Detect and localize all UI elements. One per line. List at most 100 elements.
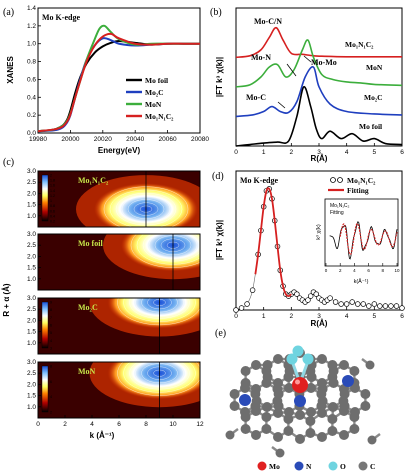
c2-ytick-label: 1.0 — [27, 340, 36, 347]
data-point — [327, 295, 333, 301]
inset-frame — [324, 198, 399, 267]
atom-c — [327, 426, 338, 436]
atom-c — [317, 384, 328, 394]
b-xtick-label: 1 — [262, 149, 266, 156]
series-mo-foil — [235, 86, 403, 147]
c-xtick-label: 2 — [63, 421, 67, 428]
panel-a: (a) Mo K-edge 19980 20000 20020 20040 20060 2… — [3, 5, 209, 155]
a-ytick-label: 0.6 — [27, 76, 36, 83]
colorbar-tick: 2 — [50, 411, 52, 415]
data-point — [393, 303, 400, 309]
c0-ytick-label: 1.5 — [27, 202, 36, 209]
atom-c — [295, 410, 305, 420]
panel-d-label: (d) — [212, 171, 224, 182]
atom-c — [360, 401, 371, 411]
a-ytick-label: 1.2 — [27, 23, 36, 30]
panel-e-label: (e) — [215, 328, 226, 339]
c2-ytick-label: 1.5 — [27, 329, 36, 336]
colorbar-tick: 3 — [50, 347, 52, 351]
inset-xtick-label: 0 — [325, 268, 328, 273]
atom-mo — [292, 377, 308, 393]
legend-mofoil: Mo foil — [145, 76, 168, 85]
data-point — [233, 307, 239, 313]
atom-c — [328, 378, 339, 388]
colorbar-tick: 6 — [50, 324, 52, 328]
c3-ytick-label: 3.0 — [27, 359, 36, 366]
atom-c — [327, 414, 338, 424]
c3-ytick-label: 2.0 — [27, 381, 36, 388]
data-point — [294, 291, 300, 297]
panel-b: (b) 0 1 2 3 4 5 6 R(Å) |FT k³ χ(k)| Mo-C/N Mo-… — [210, 7, 404, 163]
data-point — [305, 297, 311, 303]
atom-c — [229, 389, 240, 399]
b-xtick-label: 4 — [345, 149, 349, 156]
colorbar-tick: 0.2 — [50, 220, 55, 224]
atom-c — [283, 426, 294, 436]
inset-legend-fitting: Fitting — [330, 210, 344, 216]
data-point — [349, 299, 355, 305]
data-point — [332, 299, 339, 305]
inset-series-fitting — [339, 222, 398, 256]
atom-c — [339, 360, 349, 370]
wt-map — [89, 362, 200, 418]
atom-n — [342, 375, 354, 387]
wt-peak — [121, 234, 200, 272]
wt-subplot-mo2c: Mo₂C 1.0 1.5 2.0 2.5 3.0 3 4 5 6 7 8 9 — [27, 295, 201, 355]
atom-c — [283, 414, 294, 424]
colorbar-tick: 0.4 — [50, 214, 55, 218]
atom-c — [273, 408, 283, 418]
c0-ytick-label: 2.0 — [27, 190, 36, 197]
c1-ytick-label: 2.5 — [27, 242, 36, 249]
colorbar-tick: 1.6 — [50, 184, 55, 188]
legend-label-mo: Mo — [269, 462, 280, 471]
a-ytick-label: 1.4 — [27, 5, 36, 12]
wt-subplot-mon: MoN 1.0 1.5 2.0 2.5 3.0 2 4 6 8 0 2 4 6 8 10 12 — [27, 359, 204, 428]
atom-c — [284, 366, 295, 376]
series-label-mofoil: Mo foil — [359, 122, 382, 131]
panel-b-ylabel: |FT k³ χ(k)| — [215, 57, 224, 97]
inset-xtick-label: 4 — [353, 268, 356, 273]
legend-label-o: O — [340, 462, 346, 471]
c2-ytick-label: 2.0 — [27, 317, 36, 324]
molecule-diagram — [225, 345, 381, 458]
wt-map — [103, 234, 200, 290]
data-point — [307, 293, 314, 299]
legend-label-n: N — [306, 462, 312, 471]
c2-ytick-label: 3.0 — [27, 295, 36, 302]
atom-c — [261, 412, 272, 422]
panel-c-ylabel: R + α (Å) — [2, 283, 11, 316]
atom-c — [305, 428, 316, 438]
panel-d-xlabel: R(Å) — [311, 319, 328, 328]
atom-c — [306, 372, 317, 382]
c0-ytick-label: 2.5 — [27, 179, 36, 186]
legend-atom-n — [294, 461, 304, 471]
a-ytick-label: 1.0 — [27, 41, 36, 48]
inset-ticks: 0 2 4 6 8 10 — [325, 263, 400, 273]
colorbar-tick: 1.4 — [50, 189, 55, 193]
b-xtick-label: 3 — [317, 149, 321, 156]
atom-c — [339, 389, 350, 399]
data-point — [313, 291, 319, 297]
colorbar-tick: 6 — [50, 380, 52, 384]
data-point — [249, 287, 256, 293]
panel-d-legend: Mo₁N₁C₂ Fitting — [328, 176, 376, 195]
data-point — [343, 301, 350, 307]
c0-ytick-label: 3.0 — [27, 168, 36, 175]
atom-c — [284, 383, 294, 393]
colorbar-tick: 4 — [50, 339, 52, 343]
inset-xtick-label: 10 — [394, 268, 400, 273]
colorbar — [41, 365, 49, 413]
d-xtick-label: 0 — [234, 313, 238, 320]
d-xtick-label: 6 — [400, 313, 404, 320]
colorbar — [41, 174, 49, 222]
inset-xtick-label: 8 — [382, 268, 385, 273]
c-xtick-label: 10 — [169, 421, 177, 428]
panel-e-legend: Mo N O C — [257, 461, 375, 471]
panel-e: (e) Mo N O C — [215, 328, 381, 471]
panel-a-ylabel: XANES — [6, 56, 15, 84]
c-xtick-label: 8 — [144, 421, 148, 428]
d-xtick-label: 4 — [345, 313, 349, 320]
panel-c: (c) Mo₁N₁C₂1.01.52.02.53.00.20.40.60.811… — [2, 157, 204, 440]
series-label-mon: MoN — [366, 63, 383, 72]
series-fitting — [254, 187, 292, 298]
